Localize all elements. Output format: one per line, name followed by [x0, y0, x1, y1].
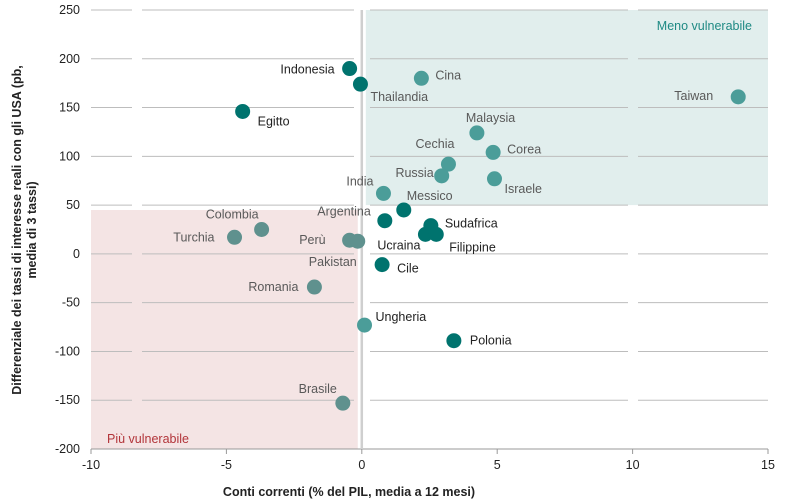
point-label-egitto: Egitto: [258, 114, 290, 128]
point-label-corea: Corea: [507, 142, 541, 156]
point-india: [375, 185, 391, 201]
y-tick-label: 200: [59, 52, 80, 66]
y-tick-label: 150: [59, 101, 80, 115]
point-pakistan: [350, 233, 366, 249]
y-tick-label: -200: [55, 442, 80, 456]
region-more-vulnerable: [91, 209, 358, 449]
point-cina: [413, 70, 429, 86]
y-tick-label: 50: [66, 198, 80, 212]
point-cile: [374, 257, 390, 273]
x-tick-label: -10: [82, 458, 100, 472]
x-tick-labels: -10 -5 0 5 10 15: [82, 449, 775, 472]
y-axis-label-line1: Differenziale dei tassi di interesse rea…: [10, 65, 24, 395]
point-cechia: [440, 156, 456, 172]
point-label-messico: Messico: [407, 189, 453, 203]
point-label-argentina: Argentina: [317, 205, 371, 219]
point-labels: Indonesia Thailandia Cina Egitto Taiwan Malay…: [173, 63, 713, 397]
point-label-sudafrica: Sudafrica: [445, 217, 498, 231]
point-label-taiwan: Taiwan: [674, 89, 713, 103]
data-points: [227, 61, 746, 411]
point-messico: [396, 202, 412, 218]
point-label-colombia: Colombia: [206, 208, 259, 222]
y-tick-label: 100: [59, 149, 80, 163]
y-tick-label: 0: [73, 247, 80, 261]
point-romania: [306, 279, 322, 295]
y-tick-label: -50: [62, 296, 80, 310]
point-polonia: [446, 333, 462, 349]
point-label-brasile: Brasile: [299, 382, 337, 396]
region-label-more-vulnerable: Più vulnerabile: [107, 432, 189, 446]
point-russia: [434, 168, 450, 184]
x-axis-label: Conti correnti (% del PIL, media a 12 me…: [223, 485, 475, 499]
point-label-ucraina: Ucraina: [377, 238, 420, 252]
point-label-turchia: Turchia: [173, 230, 214, 244]
point-label-perù: Perù: [299, 233, 325, 247]
y-tick-label: -100: [55, 344, 80, 358]
point-label-ungheria: Ungheria: [376, 310, 427, 324]
point-label-cile: Cile: [397, 262, 419, 276]
x-tick-label: 10: [626, 458, 640, 472]
point-malaysia: [469, 125, 485, 141]
point-label-cina: Cina: [435, 68, 461, 82]
x-tick-label: 5: [494, 458, 501, 472]
x-tick-label: 15: [761, 458, 775, 472]
point-taiwan: [730, 89, 746, 105]
point-label-malaysia: Malaysia: [466, 111, 515, 125]
point-label-romania: Romania: [248, 280, 298, 294]
point-label-thailandia: Thailandia: [370, 90, 428, 104]
point-label-filippine: Filippine: [449, 240, 496, 254]
region-label-less-vulnerable: Meno vulnerabile: [657, 19, 752, 33]
point-egitto: [235, 103, 251, 119]
point-label-russia: Russia: [395, 166, 433, 180]
point-label-india: India: [346, 174, 373, 188]
point-label-polonia: Polonia: [470, 334, 512, 348]
point-thailandia: [352, 76, 368, 92]
point-colombia: [254, 222, 270, 237]
gridlines: [91, 9, 768, 450]
y-tick-label: -150: [55, 393, 80, 407]
x-tick-label: -5: [221, 458, 232, 472]
point-turchia: [227, 229, 243, 245]
y-tick-label: 250: [59, 3, 80, 17]
y-axis-label-line2: media di 3 tassi): [25, 181, 39, 278]
point-ungheria: [357, 317, 373, 333]
point-label-israele: Israele: [504, 182, 542, 196]
point-label-pakistan: Pakistan: [309, 255, 357, 269]
point-corea: [485, 144, 501, 160]
point-israele: [486, 171, 502, 187]
point-label-indonesia: Indonesia: [280, 63, 334, 77]
x-tick-label: 0: [358, 458, 365, 472]
point-label-cechia: Cechia: [416, 137, 455, 151]
point-indonesia: [342, 61, 358, 77]
y-tick-labels: -200 -150 -100 -50 0 50 100 150 200 250: [55, 3, 80, 456]
point-argentina: [377, 213, 393, 229]
point-brasile: [335, 395, 351, 411]
point-ucraina: [417, 226, 433, 242]
point-filippine: [428, 226, 444, 242]
